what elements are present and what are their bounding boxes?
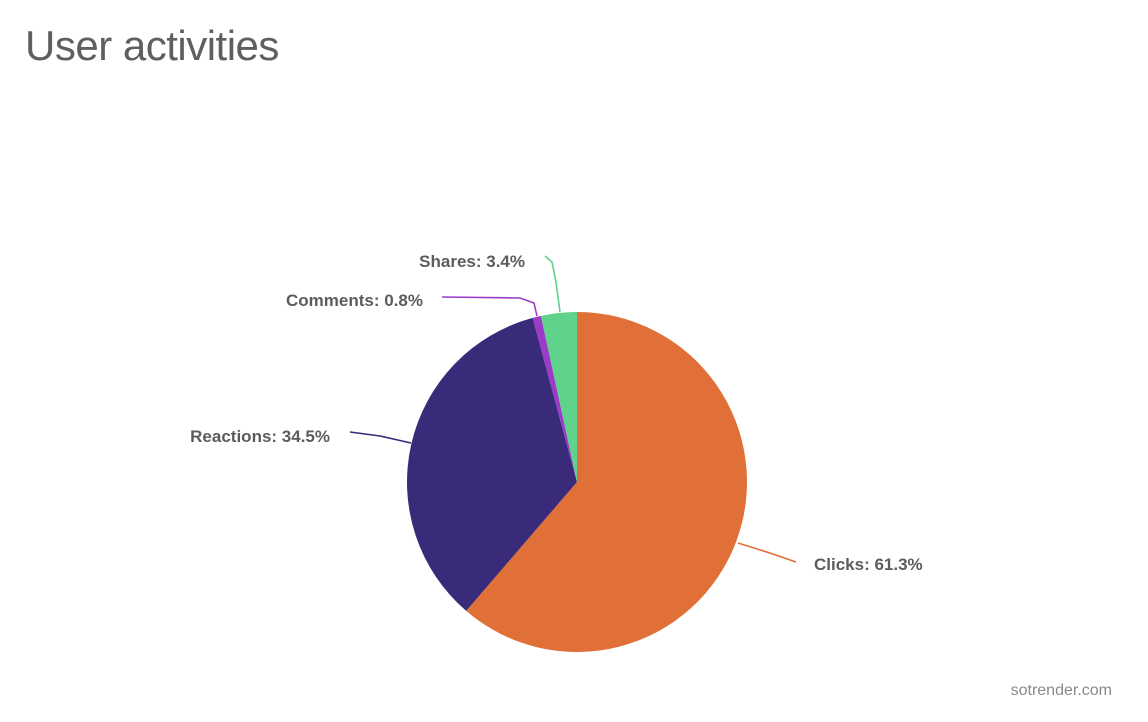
pie-slice-shares (540, 312, 577, 482)
label-connectors (349, 255, 797, 563)
brand-watermark: sotrender.com (1010, 682, 1112, 699)
label-shares: Shares: 3.4% (419, 252, 525, 271)
label-comments: Comments: 0.8% (286, 291, 423, 310)
slice-labels: Clicks: 61.3% Reactions: 34.5% Comments: 0… (190, 252, 923, 574)
connector-clicks (737, 542, 797, 563)
connector-shares (544, 255, 561, 313)
pie-slices (407, 312, 747, 652)
label-reactions: Reactions: 34.5% (190, 427, 330, 446)
label-clicks: Clicks: 61.3% (814, 555, 923, 574)
pie-slice-clicks (466, 312, 747, 652)
connector-reactions (349, 431, 412, 444)
pie-slice-comments (532, 315, 577, 482)
connector-comments (441, 296, 538, 317)
pie-slice-reactions (407, 317, 577, 611)
chart-title: User activities (25, 22, 279, 69)
